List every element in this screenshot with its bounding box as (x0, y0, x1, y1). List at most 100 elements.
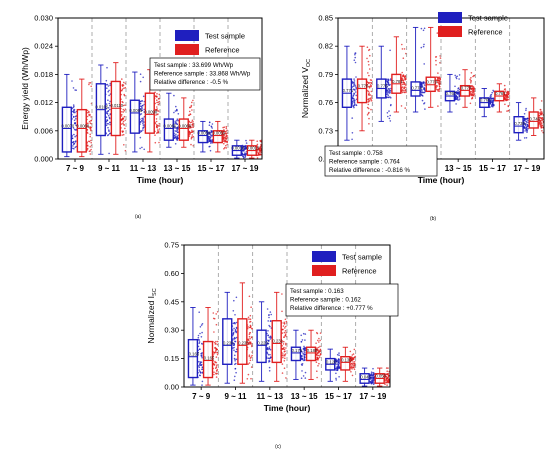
data-point (489, 94, 492, 96)
data-point (385, 376, 387, 378)
data-point (388, 374, 390, 377)
data-point (404, 75, 407, 77)
annotation-line: Test sample : 0.163 (290, 288, 344, 295)
data-point (121, 134, 123, 136)
data-point (143, 108, 145, 111)
data-point (457, 89, 459, 92)
data-point (176, 126, 178, 129)
data-point (369, 84, 372, 86)
data-point (540, 113, 542, 116)
data-point (247, 363, 249, 365)
data-point (90, 126, 93, 129)
data-point (234, 329, 237, 331)
data-point (268, 346, 271, 348)
data-point (73, 119, 76, 122)
data-point (504, 103, 506, 106)
data-point (490, 97, 492, 100)
data-point (156, 106, 158, 108)
data-point (225, 134, 228, 137)
data-point (284, 333, 287, 336)
data-point (201, 342, 203, 345)
y-tick-label: 0.018 (34, 70, 53, 79)
data-point (366, 46, 369, 48)
data-point (122, 101, 124, 104)
data-point (201, 368, 203, 371)
data-point (75, 124, 77, 127)
data-point (402, 78, 404, 81)
data-point (90, 129, 92, 132)
data-point (507, 91, 510, 94)
data-point (247, 316, 250, 319)
data-point (268, 336, 271, 339)
mean-label: 0.0050 (212, 131, 225, 136)
data-point (336, 368, 339, 371)
data-point (503, 84, 506, 87)
mean-label: 0.175 (292, 348, 303, 353)
data-point (210, 131, 213, 133)
data-point (317, 365, 319, 367)
data-point (403, 81, 406, 84)
data-point (248, 362, 251, 364)
data-point (368, 87, 371, 89)
data-point (368, 100, 371, 102)
x-tick-label: 15 ~ 17 (479, 164, 506, 173)
data-point (423, 43, 425, 46)
mean-label: 0.760 (480, 98, 491, 103)
data-point (198, 311, 200, 314)
data-point (351, 354, 354, 356)
data-point (282, 325, 285, 327)
legend-swatch (438, 12, 462, 23)
x-axis-label: Time (hour) (264, 403, 311, 413)
data-point (301, 339, 304, 341)
data-point (439, 62, 441, 64)
x-tick-label: 17 ~ 19 (232, 164, 259, 173)
box (76, 108, 87, 153)
data-point (284, 357, 286, 360)
data-point (123, 109, 126, 112)
mean-label: 0.767 (446, 91, 457, 96)
data-point (106, 66, 108, 69)
data-point (106, 83, 109, 86)
data-point (302, 332, 305, 335)
data-point (268, 324, 270, 327)
data-point (352, 100, 355, 102)
data-point (388, 89, 391, 91)
data-point (120, 123, 123, 125)
data-point (223, 148, 225, 150)
data-point (266, 347, 269, 349)
data-point (234, 360, 236, 362)
data-point (367, 90, 370, 93)
x-tick-label: 9 ~ 11 (224, 392, 247, 401)
y-tick-label: 0.85 (318, 14, 333, 23)
data-point (107, 110, 109, 112)
legend-label: Reference (205, 46, 240, 55)
annotation-line: Test sample : 33.699 Wh/Wp (154, 62, 234, 69)
data-point (469, 102, 472, 105)
data-point (122, 133, 125, 136)
data-point (301, 357, 303, 360)
data-point (260, 143, 262, 146)
annotation-line: Reference sample : 0.764 (329, 159, 400, 166)
data-point (250, 377, 252, 380)
data-point (523, 113, 526, 115)
data-point (86, 132, 89, 134)
mean-label: 0.180 (307, 348, 318, 353)
data-point (243, 148, 245, 151)
data-point (284, 334, 287, 337)
data-point (367, 103, 370, 106)
data-point (353, 84, 355, 86)
data-point (197, 365, 200, 367)
data-point (142, 95, 145, 98)
data-point (259, 140, 261, 142)
data-point (74, 89, 76, 91)
y-axis-label: Energy yield (Wh/Wp) (20, 47, 30, 130)
data-point (234, 354, 236, 357)
data-point (198, 341, 201, 343)
data-point (401, 91, 404, 94)
data-point (248, 354, 251, 357)
data-point (197, 336, 200, 339)
data-point (370, 377, 372, 379)
data-point (142, 119, 144, 121)
data-point (439, 78, 441, 80)
data-point (267, 330, 269, 332)
